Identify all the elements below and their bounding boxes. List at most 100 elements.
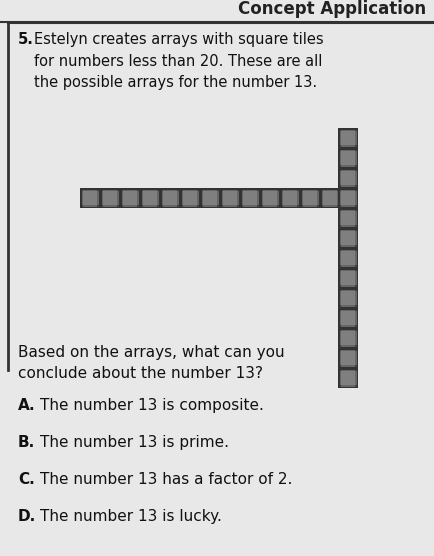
Text: A.: A.	[18, 398, 36, 413]
Bar	[81, 189, 83, 191]
Bar	[201, 189, 203, 191]
Bar	[101, 205, 103, 207]
Bar	[338, 348, 358, 368]
Bar	[339, 289, 341, 291]
Bar	[317, 205, 319, 207]
Bar	[277, 205, 279, 207]
Bar	[355, 229, 357, 231]
Bar	[355, 189, 357, 191]
Bar	[355, 245, 357, 247]
Bar	[338, 288, 358, 308]
Bar	[122, 190, 138, 206]
Bar	[339, 285, 341, 287]
Bar	[300, 188, 320, 208]
Bar	[338, 368, 358, 388]
Bar	[301, 205, 303, 207]
Bar	[321, 189, 323, 191]
Bar	[355, 285, 357, 287]
Bar	[321, 205, 323, 207]
Bar	[341, 331, 355, 345]
Bar	[339, 210, 356, 226]
Bar	[157, 189, 159, 191]
Bar	[339, 345, 341, 347]
Bar	[355, 129, 357, 131]
Bar	[83, 191, 97, 205]
Bar	[161, 190, 178, 206]
Bar	[257, 205, 259, 207]
Text: The number 13 is composite.: The number 13 is composite.	[40, 398, 264, 413]
Bar	[221, 205, 223, 207]
Bar	[338, 308, 358, 328]
Bar	[341, 371, 355, 385]
Bar	[157, 205, 159, 207]
Bar	[339, 385, 341, 387]
Text: The number 13 has a factor of 2.: The number 13 has a factor of 2.	[40, 472, 293, 487]
Bar	[339, 269, 341, 271]
Bar	[339, 365, 341, 367]
Bar	[339, 230, 356, 246]
Bar	[339, 170, 356, 186]
Bar	[355, 265, 357, 267]
Bar	[223, 191, 237, 205]
Bar	[339, 265, 341, 267]
Bar	[282, 190, 299, 206]
Bar	[121, 205, 123, 207]
Text: Based on the arrays, what can you
conclude about the number 13?: Based on the arrays, what can you conclu…	[18, 345, 285, 381]
Bar	[337, 189, 339, 191]
Bar	[257, 189, 259, 191]
Text: 5.: 5.	[18, 32, 34, 47]
Bar	[355, 249, 357, 251]
Bar	[355, 305, 357, 307]
Text: D.: D.	[18, 509, 36, 524]
Bar	[82, 190, 99, 206]
Bar	[141, 190, 158, 206]
Text: The number 13 is lucky.: The number 13 is lucky.	[40, 509, 222, 524]
Bar	[339, 330, 356, 346]
Bar	[341, 211, 355, 225]
Bar	[237, 189, 239, 191]
Bar	[355, 309, 357, 311]
Bar	[161, 205, 163, 207]
Bar	[183, 191, 197, 205]
Bar	[120, 188, 140, 208]
Bar	[339, 165, 341, 167]
Bar	[203, 191, 217, 205]
Text: Estelyn creates arrays with square tiles
for numbers less than 20. These are all: Estelyn creates arrays with square tiles…	[34, 32, 324, 90]
Bar	[161, 189, 163, 191]
Bar	[339, 350, 356, 366]
Bar	[339, 145, 341, 147]
Bar	[339, 290, 356, 306]
Bar	[338, 268, 358, 288]
Bar	[181, 190, 198, 206]
Bar	[260, 188, 280, 208]
Bar	[81, 205, 83, 207]
Text: The number 13 is prime.: The number 13 is prime.	[40, 435, 229, 450]
Bar	[338, 208, 358, 228]
Bar	[355, 209, 357, 211]
Bar	[338, 128, 358, 148]
Bar	[137, 189, 139, 191]
Bar	[100, 188, 120, 208]
Bar	[339, 305, 341, 307]
Bar	[355, 269, 357, 271]
Bar	[355, 349, 357, 351]
Bar	[338, 148, 358, 168]
Bar	[339, 189, 341, 191]
Bar	[80, 188, 100, 208]
Bar	[341, 171, 355, 185]
Bar	[341, 251, 355, 265]
Bar	[339, 129, 341, 131]
Bar	[339, 190, 356, 206]
Bar	[121, 189, 123, 191]
Bar	[341, 291, 355, 305]
Bar	[297, 205, 299, 207]
Bar	[141, 205, 143, 207]
Bar	[338, 328, 358, 348]
Bar	[339, 369, 341, 371]
Bar	[160, 188, 180, 208]
Bar	[217, 205, 219, 207]
Bar	[341, 311, 355, 325]
Bar	[200, 188, 220, 208]
Bar	[180, 188, 200, 208]
Text: B.: B.	[18, 435, 35, 450]
